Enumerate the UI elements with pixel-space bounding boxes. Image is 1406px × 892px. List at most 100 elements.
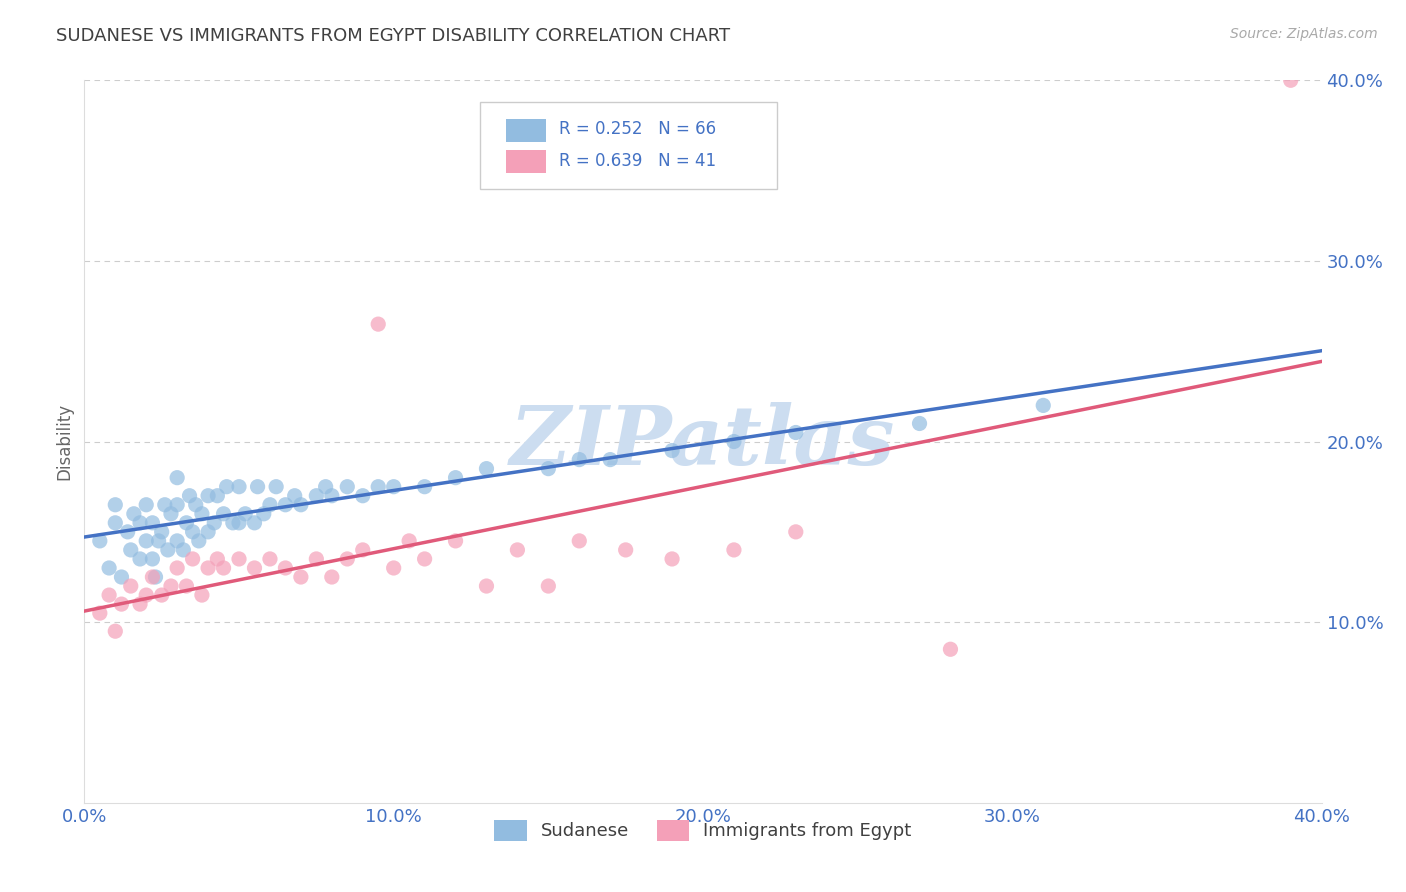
- Point: [785, 425, 807, 440]
- Point: [187, 533, 209, 548]
- Point: [98, 588, 121, 602]
- Point: [382, 480, 405, 494]
- Point: [599, 452, 621, 467]
- Point: [120, 579, 142, 593]
- Point: [160, 579, 183, 593]
- Point: [382, 561, 405, 575]
- Point: [104, 624, 127, 639]
- Point: [537, 461, 560, 475]
- Point: [129, 516, 152, 530]
- Point: [568, 452, 591, 467]
- Point: [120, 542, 142, 557]
- Point: [153, 498, 176, 512]
- Point: [117, 524, 139, 539]
- Point: [212, 507, 235, 521]
- Point: [444, 471, 467, 485]
- Point: [166, 498, 188, 512]
- Point: [222, 516, 245, 530]
- Text: ZIPatlas: ZIPatlas: [510, 401, 896, 482]
- Point: [284, 489, 307, 503]
- Point: [135, 533, 157, 548]
- Point: [290, 570, 312, 584]
- Point: [89, 533, 111, 548]
- Point: [148, 533, 170, 548]
- Point: [908, 417, 931, 431]
- Text: Source: ZipAtlas.com: Source: ZipAtlas.com: [1230, 27, 1378, 41]
- Point: [253, 507, 276, 521]
- Point: [172, 542, 194, 557]
- Point: [661, 552, 683, 566]
- Point: [228, 480, 250, 494]
- Point: [166, 533, 188, 548]
- Point: [110, 570, 132, 584]
- Point: [191, 588, 214, 602]
- Point: [274, 498, 297, 512]
- Point: [212, 561, 235, 575]
- Point: [367, 480, 389, 494]
- Point: [122, 507, 145, 521]
- Point: [160, 507, 183, 521]
- FancyBboxPatch shape: [481, 102, 778, 189]
- Point: [367, 317, 389, 331]
- Point: [352, 489, 374, 503]
- Point: [444, 533, 467, 548]
- Text: R = 0.252   N = 66: R = 0.252 N = 66: [560, 120, 717, 138]
- Point: [243, 516, 266, 530]
- Text: R = 0.639   N = 41: R = 0.639 N = 41: [560, 153, 717, 170]
- Point: [141, 516, 163, 530]
- Point: [228, 552, 250, 566]
- Point: [176, 579, 198, 593]
- Point: [233, 507, 256, 521]
- Point: [413, 552, 436, 566]
- Point: [315, 480, 337, 494]
- Point: [98, 561, 121, 575]
- Point: [197, 524, 219, 539]
- Point: [181, 524, 204, 539]
- Point: [1032, 398, 1054, 412]
- Point: [176, 516, 198, 530]
- Point: [475, 461, 498, 475]
- Point: [336, 480, 359, 494]
- Point: [506, 542, 529, 557]
- Point: [202, 516, 225, 530]
- Point: [191, 507, 214, 521]
- Point: [150, 524, 173, 539]
- Point: [614, 542, 637, 557]
- Point: [1279, 73, 1302, 87]
- Point: [110, 597, 132, 611]
- FancyBboxPatch shape: [506, 120, 546, 143]
- Point: [243, 561, 266, 575]
- Text: SUDANESE VS IMMIGRANTS FROM EGYPT DISABILITY CORRELATION CHART: SUDANESE VS IMMIGRANTS FROM EGYPT DISABI…: [56, 27, 730, 45]
- Point: [228, 516, 250, 530]
- Point: [141, 552, 163, 566]
- Legend: Sudanese, Immigrants from Egypt: Sudanese, Immigrants from Egypt: [486, 813, 920, 848]
- Point: [135, 498, 157, 512]
- Point: [568, 533, 591, 548]
- Point: [661, 443, 683, 458]
- Point: [179, 489, 201, 503]
- Point: [207, 552, 229, 566]
- Point: [274, 561, 297, 575]
- Point: [207, 489, 229, 503]
- Point: [939, 642, 962, 657]
- Point: [290, 498, 312, 512]
- Point: [537, 579, 560, 593]
- FancyBboxPatch shape: [506, 151, 546, 173]
- Point: [166, 561, 188, 575]
- Point: [264, 480, 287, 494]
- Point: [104, 516, 127, 530]
- Point: [89, 606, 111, 620]
- Point: [305, 552, 328, 566]
- Point: [104, 498, 127, 512]
- Point: [785, 524, 807, 539]
- Point: [141, 570, 163, 584]
- Point: [184, 498, 207, 512]
- Point: [413, 480, 436, 494]
- Point: [259, 552, 281, 566]
- Point: [321, 489, 343, 503]
- Point: [150, 588, 173, 602]
- Point: [215, 480, 238, 494]
- Point: [321, 570, 343, 584]
- Point: [181, 552, 204, 566]
- Point: [166, 471, 188, 485]
